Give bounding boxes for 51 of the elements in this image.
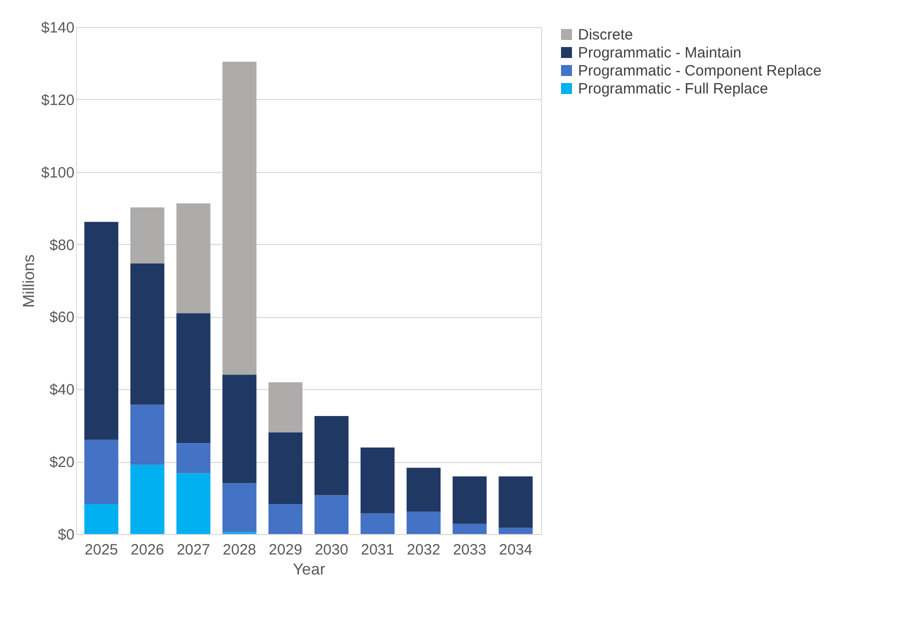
y-tick-label: $20 — [49, 454, 74, 472]
bar — [222, 374, 256, 484]
bar — [498, 528, 533, 534]
bar — [176, 443, 210, 474]
bar — [130, 464, 164, 534]
bar — [360, 513, 395, 534]
y-tick-label: $140 — [41, 20, 74, 36]
bar — [84, 222, 118, 440]
bar — [176, 313, 210, 444]
x-tick-label: 2025 — [84, 542, 118, 558]
x-tick-label: 2032 — [406, 542, 440, 558]
bar — [452, 524, 487, 534]
x-axis-title: Year — [292, 562, 326, 578]
x-tick-label: 2029 — [268, 542, 302, 558]
bar — [130, 263, 164, 405]
x-tick-label: 2027 — [176, 542, 210, 558]
bar — [314, 416, 349, 496]
bar — [222, 483, 256, 532]
bar — [406, 512, 441, 534]
bar — [84, 440, 118, 504]
x-tick-label: 2030 — [314, 542, 348, 558]
bar — [268, 432, 302, 504]
legend-label: Programmatic - Maintain — [578, 44, 742, 62]
x-tick-label: 2031 — [360, 542, 394, 558]
y-tick-label: $80 — [49, 236, 74, 254]
y-axis-title: Millions — [21, 254, 38, 308]
y-tick-label: $100 — [41, 164, 74, 182]
legend-label: Discrete — [578, 26, 634, 44]
y-tick-label: $120 — [41, 92, 74, 109]
bar — [498, 476, 533, 528]
bar — [84, 504, 118, 534]
bar — [268, 382, 302, 432]
bar — [222, 62, 256, 375]
legend-label: Programmatic - Component Replace — [578, 62, 822, 80]
bar — [176, 473, 210, 534]
bar — [130, 207, 164, 264]
y-tick-label: $40 — [49, 382, 74, 399]
bar — [406, 468, 441, 512]
bar — [452, 476, 487, 524]
bar — [176, 203, 210, 314]
x-tick-label: 2034 — [498, 542, 532, 558]
y-tick-label: $60 — [49, 309, 74, 326]
bar — [130, 404, 164, 465]
x-tick-label: 2033 — [452, 542, 486, 558]
x-tick-label: 2026 — [130, 542, 164, 558]
bar — [314, 495, 349, 534]
legend-label: Programmatic - Full Replace — [578, 80, 768, 98]
bar — [268, 504, 302, 534]
y-tick-label: $0 — [58, 526, 74, 544]
x-tick-label: 2028 — [222, 542, 256, 558]
bar — [360, 447, 395, 514]
